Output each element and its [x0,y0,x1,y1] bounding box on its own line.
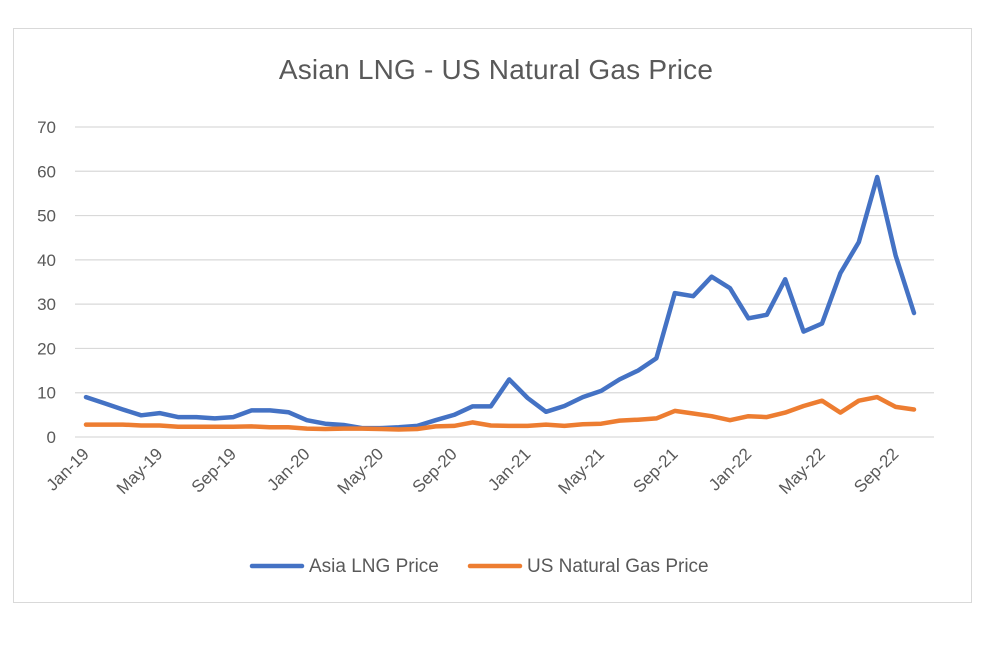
y-tick-label: 0 [47,428,56,447]
x-tick-label: Jan-20 [263,444,313,494]
legend: Asia LNG Price US Natural Gas Price [249,556,709,577]
x-tick-label: Sep-20 [409,444,461,496]
gridlines [75,126,934,438]
legend-label: Asia LNG Price [309,556,439,577]
x-tick-label: Sep-22 [850,444,902,496]
x-tick-label: Sep-21 [629,444,681,496]
y-tick-label: 60 [37,162,56,181]
y-axis-ticks: 0 10 20 30 40 50 60 70 [37,118,56,447]
x-tick-label: Jan-19 [43,444,93,494]
x-tick-label: Jan-21 [484,444,534,494]
x-tick-label: Sep-19 [188,444,240,496]
y-tick-label: 20 [37,339,56,358]
y-tick-label: 40 [37,251,56,270]
x-axis-ticks: Jan-19 May-19 Sep-19 Jan-20 May-20 Sep-20 Jan-… [43,444,903,498]
x-tick-label: Jan-22 [705,444,755,494]
x-tick-label: May-21 [555,444,609,498]
y-tick-label: 50 [37,207,56,226]
y-tick-label: 30 [37,295,56,314]
chart-title: Asian LNG - US Natural Gas Price [278,54,714,85]
legend-label: US Natural Gas Price [527,556,709,577]
x-tick-label: May-19 [113,444,167,498]
y-tick-label: 10 [37,384,56,403]
y-tick-label: 70 [37,118,56,137]
chart-area [13,28,972,603]
x-tick-label: May-20 [334,444,388,498]
series-line-0 [83,174,917,431]
series-line-1 [83,394,917,432]
x-tick-label: May-22 [775,444,829,498]
series-lines [83,174,917,432]
